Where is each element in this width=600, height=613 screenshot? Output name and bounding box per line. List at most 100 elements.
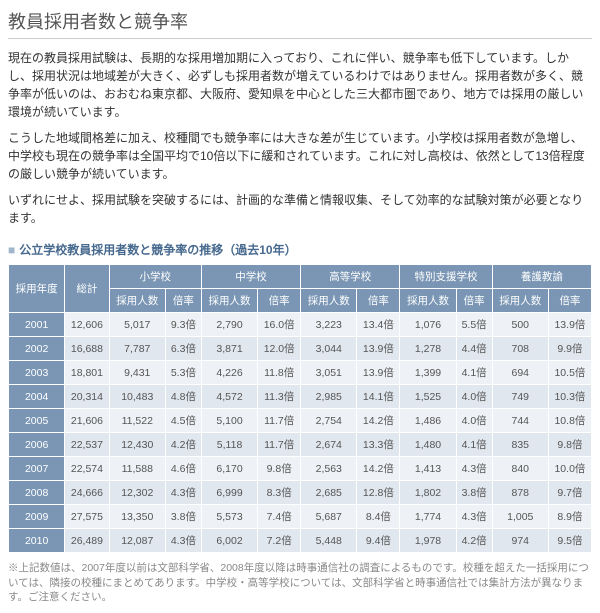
table-cell: 3,223 bbox=[301, 313, 357, 337]
table-row: 200722,57411,5884.6倍6,1709.8倍2,56314.2倍1… bbox=[9, 457, 592, 481]
table-cell: 1,480 bbox=[400, 433, 456, 457]
table-cell: 2,985 bbox=[301, 385, 357, 409]
table-row: 200420,31410,4834.8倍4,57211.3倍2,98514.1倍… bbox=[9, 385, 592, 409]
table-cell: 9.7倍 bbox=[548, 481, 591, 505]
table-cell: 1,076 bbox=[400, 313, 456, 337]
table-cell: 4.8倍 bbox=[165, 385, 201, 409]
table-cell: 835 bbox=[492, 433, 548, 457]
table-cell: 14.2倍 bbox=[357, 457, 400, 481]
table-cell: 2006 bbox=[9, 433, 65, 457]
table-cell: 5.3倍 bbox=[165, 361, 201, 385]
table-cell: 2,685 bbox=[301, 481, 357, 505]
table-cell: 3.8倍 bbox=[165, 505, 201, 529]
table-cell: 1,978 bbox=[400, 529, 456, 553]
table-cell: 13.9倍 bbox=[548, 313, 591, 337]
table-cell: 10,483 bbox=[109, 385, 165, 409]
table-cell: 1,413 bbox=[400, 457, 456, 481]
table-cell: 24,666 bbox=[65, 481, 109, 505]
table-cell: 2007 bbox=[9, 457, 65, 481]
col-header: 倍率 bbox=[548, 289, 591, 313]
table-cell: 878 bbox=[492, 481, 548, 505]
footnote: ※上記数値は、2007年度以前は文部科学省、2008年度以降は時事通信社の調査に… bbox=[8, 561, 592, 605]
table-cell: 12.8倍 bbox=[357, 481, 400, 505]
table-row: 200927,57513,3503.8倍5,5737.4倍5,6878.4倍1,… bbox=[9, 505, 592, 529]
table-cell: 4.2倍 bbox=[456, 529, 492, 553]
table-cell: 11.8倍 bbox=[258, 361, 301, 385]
col-header: 小学校 bbox=[109, 265, 201, 289]
table-cell: 3.8倍 bbox=[456, 481, 492, 505]
table-cell: 6,170 bbox=[201, 457, 257, 481]
table-cell: 12,430 bbox=[109, 433, 165, 457]
table-cell: 1,278 bbox=[400, 337, 456, 361]
table-cell: 2004 bbox=[9, 385, 65, 409]
table-cell: 1,486 bbox=[400, 409, 456, 433]
col-header: 養護教諭 bbox=[492, 265, 591, 289]
table-cell: 500 bbox=[492, 313, 548, 337]
table-cell: 9.3倍 bbox=[165, 313, 201, 337]
table-cell: 2002 bbox=[9, 337, 65, 361]
table-cell: 9,431 bbox=[109, 361, 165, 385]
table-cell: 10.3倍 bbox=[548, 385, 591, 409]
table-cell: 4.0倍 bbox=[456, 409, 492, 433]
table-cell: 5,448 bbox=[301, 529, 357, 553]
col-header: 採用人数 bbox=[201, 289, 257, 313]
table-cell: 5.5倍 bbox=[456, 313, 492, 337]
table-cell: 4.4倍 bbox=[456, 337, 492, 361]
col-header: 採用人数 bbox=[492, 289, 548, 313]
table-cell: 9.8倍 bbox=[548, 433, 591, 457]
table-cell: 694 bbox=[492, 361, 548, 385]
col-header: 高等学校 bbox=[301, 265, 400, 289]
table-row: 200216,6887,7876.3倍3,87112.0倍3,04413.9倍1… bbox=[9, 337, 592, 361]
col-header: 特別支援学校 bbox=[400, 265, 492, 289]
table-cell: 4.3倍 bbox=[165, 481, 201, 505]
table-cell: 16,688 bbox=[65, 337, 109, 361]
table-cell: 9.8倍 bbox=[258, 457, 301, 481]
table-cell: 4.5倍 bbox=[165, 409, 201, 433]
table-cell: 11.7倍 bbox=[258, 409, 301, 433]
table-cell: 22,537 bbox=[65, 433, 109, 457]
table-cell: 6.3倍 bbox=[165, 337, 201, 361]
table-cell: 3,051 bbox=[301, 361, 357, 385]
page-title: 教員採用者数と競争率 bbox=[8, 8, 592, 39]
subheading-text: 公立学校教員採用者数と競争率の推移（過去10年） bbox=[19, 243, 296, 257]
table-cell: 5,017 bbox=[109, 313, 165, 337]
intro-paragraph: 現在の教員採用試験は、長期的な採用増加期に入っており、これに伴い、競争率も低下し… bbox=[8, 49, 592, 121]
table-cell: 2,674 bbox=[301, 433, 357, 457]
table-cell: 2,790 bbox=[201, 313, 257, 337]
table-cell: 744 bbox=[492, 409, 548, 433]
table-cell: 11.7倍 bbox=[258, 433, 301, 457]
table-cell: 21,606 bbox=[65, 409, 109, 433]
col-header: 採用人数 bbox=[109, 289, 165, 313]
table-cell: 4.6倍 bbox=[165, 457, 201, 481]
table-subheading: ■ 公立学校教員採用者数と競争率の推移（過去10年） bbox=[8, 241, 592, 258]
col-header: 倍率 bbox=[258, 289, 301, 313]
table-cell: 13.9倍 bbox=[357, 361, 400, 385]
table-cell: 9.9倍 bbox=[548, 337, 591, 361]
table-cell: 2005 bbox=[9, 409, 65, 433]
table-cell: 1,005 bbox=[492, 505, 548, 529]
table-cell: 9.4倍 bbox=[357, 529, 400, 553]
table-cell: 4.1倍 bbox=[456, 361, 492, 385]
table-row: 201026,48912,0874.3倍6,0027.2倍5,4489.4倍1,… bbox=[9, 529, 592, 553]
table-cell: 8.9倍 bbox=[548, 505, 591, 529]
table-cell: 20,314 bbox=[65, 385, 109, 409]
table-cell: 14.2倍 bbox=[357, 409, 400, 433]
table-cell: 1,802 bbox=[400, 481, 456, 505]
table-cell: 5,118 bbox=[201, 433, 257, 457]
table-cell: 13.3倍 bbox=[357, 433, 400, 457]
col-header: 倍率 bbox=[357, 289, 400, 313]
table-cell: 11,588 bbox=[109, 457, 165, 481]
table-cell: 10.8倍 bbox=[548, 409, 591, 433]
table-cell: 4,226 bbox=[201, 361, 257, 385]
intro-text: 現在の教員採用試験は、長期的な採用増加期に入っており、これに伴い、競争率も低下し… bbox=[8, 49, 592, 227]
table-cell: 2001 bbox=[9, 313, 65, 337]
intro-paragraph: いずれにせよ、採用試験を突破するには、計画的な準備と情報収集、そして効率的な試験… bbox=[8, 191, 592, 227]
col-header: 採用人数 bbox=[400, 289, 456, 313]
table-cell: 16.0倍 bbox=[258, 313, 301, 337]
table-row: 200824,66612,3024.3倍6,9998.3倍2,68512.8倍1… bbox=[9, 481, 592, 505]
col-header: 採用年度 bbox=[9, 265, 65, 313]
table-cell: 7,787 bbox=[109, 337, 165, 361]
square-bullet-icon: ■ bbox=[8, 243, 15, 257]
table-cell: 18,801 bbox=[65, 361, 109, 385]
table-cell: 12.0倍 bbox=[258, 337, 301, 361]
